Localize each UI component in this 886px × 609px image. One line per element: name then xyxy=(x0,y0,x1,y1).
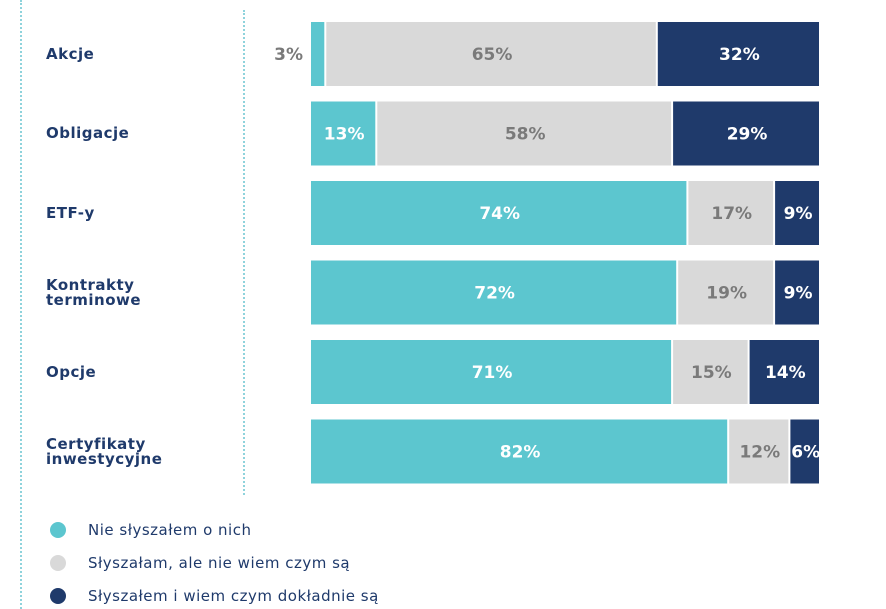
legend-item-not-heard: Nie słyszałem o nich xyxy=(50,520,550,540)
legend-swatch xyxy=(50,555,66,571)
bar-segment xyxy=(326,22,656,86)
bar-segment xyxy=(688,181,774,245)
bar-segment xyxy=(775,260,819,325)
bar-segment xyxy=(657,22,819,86)
bar-segment xyxy=(311,181,687,245)
data-label: 74% xyxy=(479,204,520,224)
data-label: 14% xyxy=(765,363,806,383)
bar-segment xyxy=(673,101,819,166)
category-label: Obligacje xyxy=(46,102,226,166)
bar-segment xyxy=(311,340,672,404)
category-label-text: Akcje xyxy=(46,44,95,63)
bar-segment xyxy=(673,340,748,404)
category-label: Certyfikaty inwestycyjne xyxy=(46,420,226,484)
data-label: 32% xyxy=(719,45,760,65)
data-label: 72% xyxy=(474,284,515,304)
data-label: 19% xyxy=(706,284,747,304)
bar-segment xyxy=(311,101,376,166)
data-label: 9% xyxy=(784,284,813,304)
data-label: 3% xyxy=(274,45,303,65)
bar-segment xyxy=(311,22,325,86)
category-label-text: Obligacje xyxy=(46,124,130,142)
data-label: 82% xyxy=(500,443,541,463)
legend-label: Nie słyszałem o nich xyxy=(88,521,252,539)
category-label-text: Kontrakty terminowe xyxy=(46,275,142,309)
bar-segment xyxy=(749,340,819,404)
data-label: 12% xyxy=(739,443,780,463)
data-label: 17% xyxy=(711,204,752,224)
category-label: Akcje xyxy=(46,22,226,86)
category-label-text: Certyfikaty inwestycyjne xyxy=(46,434,163,468)
bar-segment xyxy=(678,260,774,325)
legend-swatch xyxy=(50,588,66,604)
category-label: Opcje xyxy=(46,340,226,404)
data-label: 29% xyxy=(727,125,768,145)
data-label: 58% xyxy=(505,125,546,145)
data-label: 6% xyxy=(791,443,820,463)
dotted-divider-axis xyxy=(243,10,245,495)
data-label: 13% xyxy=(324,125,365,145)
data-label: 71% xyxy=(472,363,513,383)
category-label: Kontrakty terminowe xyxy=(46,261,226,325)
bar-segment xyxy=(311,260,677,325)
dotted-divider-left xyxy=(20,0,22,609)
bar-segment xyxy=(311,419,728,484)
legend-item-heard-not-know: Słyszałam, ale nie wiem czym są xyxy=(50,553,550,573)
bar-segment xyxy=(790,419,819,484)
legend-label: Słyszałem i wiem czym dokładnie są xyxy=(88,587,379,605)
legend-item-heard-and-know: Słyszałem i wiem czym dokładnie są xyxy=(50,586,550,606)
bar-segment xyxy=(775,181,819,245)
data-label: 65% xyxy=(472,45,513,65)
category-label-text: ETF-y xyxy=(46,203,95,222)
category-label-text: Opcje xyxy=(46,362,97,381)
bar-segment xyxy=(729,419,789,484)
category-label: ETF-y xyxy=(46,181,226,245)
legend-label: Słyszałam, ale nie wiem czym są xyxy=(88,554,351,572)
bar-segment xyxy=(377,101,672,166)
legend-swatch xyxy=(50,522,66,538)
data-label: 15% xyxy=(691,363,732,383)
data-label: 9% xyxy=(784,204,813,224)
